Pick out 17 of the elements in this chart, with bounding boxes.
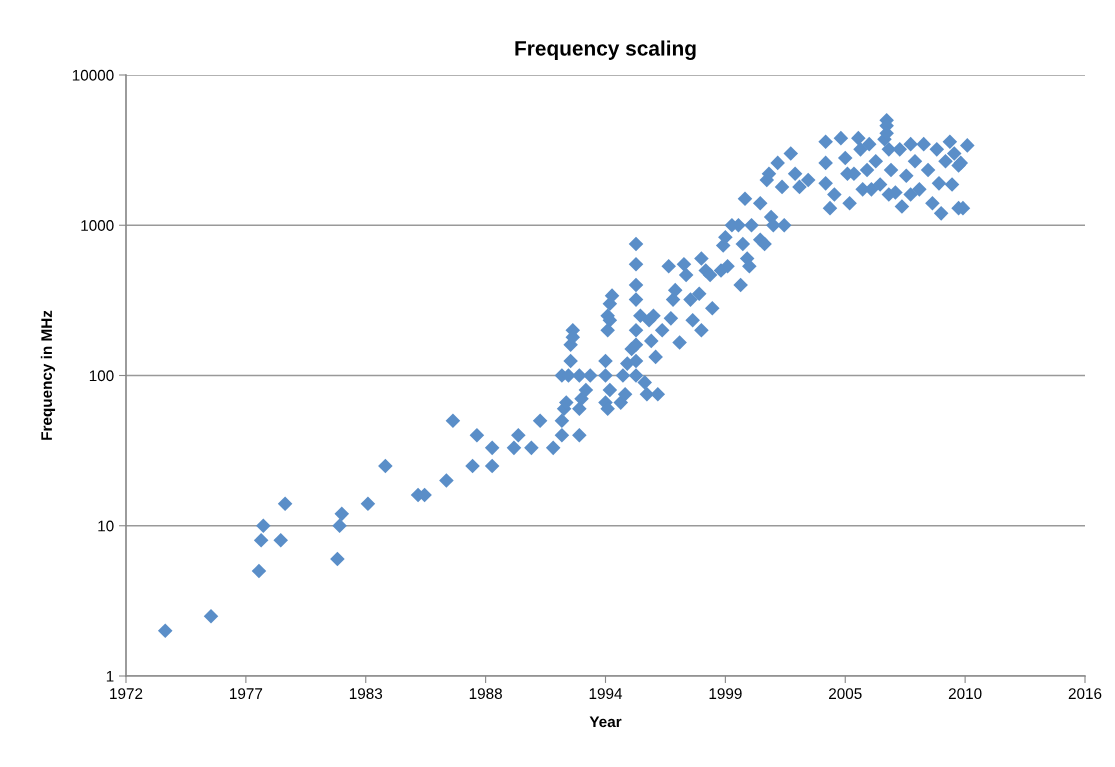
y-tick-label: 10000: [72, 69, 114, 81]
x-tick-label: 2016: [1068, 688, 1102, 700]
y-tick-label: 10: [98, 520, 114, 532]
x-tick-label: 1977: [230, 688, 263, 700]
y-tick-label: 1: [106, 671, 114, 682]
x-tick-label: 1994: [589, 688, 623, 700]
x-tick-label: 2005: [829, 688, 862, 700]
x-axis-title: Year: [589, 716, 622, 728]
x-tick-label: 1999: [709, 688, 742, 700]
chart-title: Frequency scaling: [515, 40, 696, 60]
y-axis-title: Frequency in MHz: [40, 310, 56, 440]
x-tick-label: 1988: [469, 688, 502, 700]
x-tick-label: 1983: [349, 688, 383, 700]
x-tick-label: 2010: [948, 688, 982, 700]
y-tick-label: 100: [89, 370, 114, 382]
x-tick-label: 1972: [110, 688, 143, 700]
y-tick-label: 1000: [81, 220, 114, 231]
